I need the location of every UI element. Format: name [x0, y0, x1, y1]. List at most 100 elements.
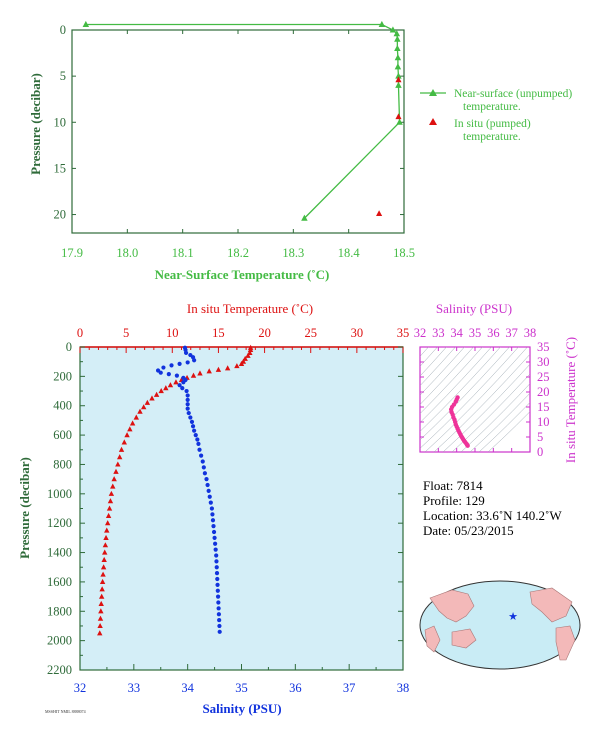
salinity-point: [183, 350, 189, 355]
profile-chart-ticks: 32 33 34 35 36 37 38 0 5 10 15 20 25 30 35 0 200 400 600 80…: [47, 326, 409, 695]
temperature-point: [234, 363, 240, 369]
salinity-tick-label: 36: [289, 681, 302, 695]
salinity-point: [215, 588, 220, 593]
temperature-point: [98, 593, 105, 599]
legend-label-pumped-line2: temperature.: [463, 131, 521, 143]
salinity-point: [215, 576, 220, 582]
footer-code: MSSHIT NMIL 8888074: [45, 709, 86, 714]
salinity-point: [214, 565, 219, 570]
temperature-point: [215, 366, 222, 372]
map-land-africa: [424, 625, 441, 653]
top-y-tick-label: 15: [54, 161, 67, 175]
salinity-tick-label: 34: [181, 681, 194, 695]
unpumped-temperature-point: [394, 35, 401, 42]
unpumped-temperature-point: [394, 44, 401, 51]
ts-x-tick-label: 38: [524, 326, 537, 340]
temperature-point: [173, 379, 179, 385]
salinity-point: [204, 477, 209, 482]
legend-label-pumped-line1: In situ (pumped): [454, 118, 531, 130]
temperature-point: [110, 483, 116, 489]
salinity-point: [186, 410, 191, 416]
pressure-tick-label: 400: [53, 399, 72, 413]
salinity-point: [206, 488, 211, 493]
top-x-tick-label: 17.9: [61, 246, 83, 260]
salinity-point: [208, 500, 213, 505]
temperature-point: [113, 468, 119, 474]
salinity-point: [210, 512, 215, 517]
salinity-point: [216, 600, 221, 605]
ts-density-contour: [420, 347, 483, 415]
profile-chart-series: [97, 344, 254, 636]
pressure-tick-label: 1200: [47, 516, 72, 530]
pressure-tick-label: 200: [53, 369, 72, 383]
ts-x-tick-label: 36: [487, 326, 500, 340]
temperature-point: [97, 615, 104, 621]
salinity-point: [192, 358, 197, 363]
salinity-point: [177, 383, 182, 388]
ts-y-tick-label: 5: [537, 430, 543, 444]
pumped-temperature-point: [395, 113, 402, 120]
salinity-point: [195, 437, 200, 442]
salinity-point: [207, 494, 212, 499]
salinity-point: [213, 547, 218, 552]
temperature-point: [121, 439, 127, 445]
pressure-tick-label: 600: [53, 428, 72, 442]
temperature-point: [101, 556, 107, 562]
top-chart-ylabel: Pressure (decibar): [28, 73, 43, 175]
ts-ylabel: In situ Temperature (˚C): [563, 337, 578, 463]
salinity-point: [215, 582, 220, 587]
map-land-asia: [429, 589, 475, 623]
top-y-tick-label: 5: [60, 69, 66, 83]
temperature-point: [129, 420, 136, 426]
temperature-tick-label: 35: [397, 326, 410, 340]
salinity-point: [180, 386, 185, 391]
ts-y-tick-label: 35: [537, 340, 550, 354]
salinity-point: [217, 617, 222, 623]
temperature-tick-label: 15: [212, 326, 225, 340]
ts-density-contour: [469, 392, 530, 452]
unpumped-temperature-point: [394, 63, 402, 70]
salinity-point: [215, 594, 221, 599]
salinity-point: [185, 406, 190, 411]
salinity-point: [202, 471, 207, 476]
ts-density-contour: [420, 347, 519, 449]
salinity-point: [213, 541, 218, 546]
ts-x-tick-label: 33: [432, 326, 445, 340]
temperature-point: [100, 571, 106, 577]
ts-density-contour: [478, 402, 530, 452]
ts-x-tick-label: 35: [469, 326, 482, 340]
ts-density-contour: [442, 363, 530, 452]
temperature-point: [238, 360, 245, 366]
temperature-point: [111, 476, 117, 482]
pressure-tick-label: 800: [53, 457, 72, 471]
salinity-tick-label: 35: [235, 681, 248, 695]
ts-y-tick-label: 15: [537, 400, 550, 414]
top-y-tick-label: 10: [54, 115, 67, 129]
salinity-point: [188, 415, 193, 420]
salinity-point: [189, 419, 195, 424]
salinity-point: [185, 360, 190, 365]
unpumped-temperature-point: [394, 54, 402, 61]
legend-marker-pumped: [429, 118, 437, 125]
pressure-tick-label: 0: [66, 340, 72, 354]
pressure-tick-label: 2200: [47, 663, 72, 677]
temperature-point: [104, 527, 110, 533]
salinity-point: [158, 370, 163, 375]
salinity-point: [211, 529, 217, 535]
profile-date: Date: 05/23/2015: [423, 523, 514, 538]
salinity-point: [209, 506, 214, 511]
salinity-point: [193, 432, 198, 438]
pumped-temperature-point: [376, 210, 383, 217]
salinity-point: [185, 397, 190, 402]
pressure-tick-label: 1400: [47, 546, 72, 560]
temperature-point: [197, 370, 203, 376]
unpumped-temperature-line: [85, 23, 401, 219]
temperature-point: [105, 512, 112, 518]
temperature-tick-label: 20: [258, 326, 271, 340]
temperature-point: [245, 352, 251, 358]
temperature-point: [242, 355, 248, 361]
salinity-point: [197, 447, 202, 452]
temperature-point: [108, 490, 115, 496]
pressure-tick-label: 1800: [47, 604, 72, 618]
top-x-tick-label: 18.3: [282, 246, 304, 260]
